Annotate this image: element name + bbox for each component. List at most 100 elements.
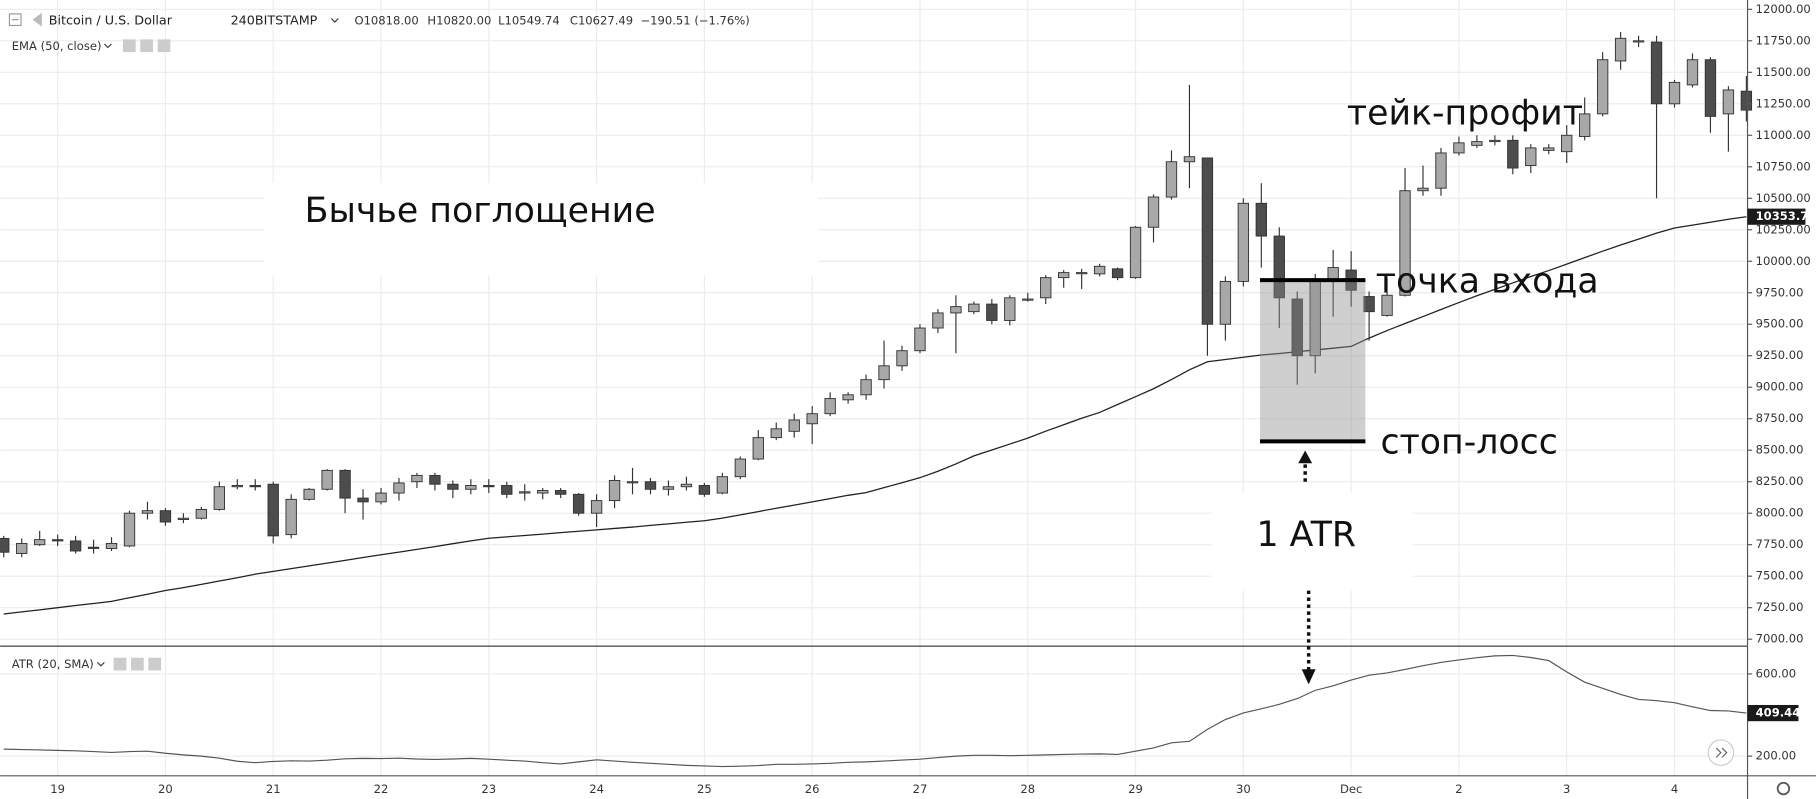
eye-button[interactable] bbox=[113, 657, 127, 671]
candle-body bbox=[1147, 196, 1160, 228]
candle-body bbox=[572, 493, 585, 514]
y-tick-label: 8000.00 bbox=[1756, 506, 1804, 520]
candle-body bbox=[626, 481, 639, 484]
candle-body bbox=[1327, 267, 1339, 280]
candle-body bbox=[1183, 156, 1196, 163]
candle-body bbox=[968, 303, 980, 313]
candle-body bbox=[1237, 202, 1250, 282]
price-marker-label: 10353.72 bbox=[1756, 209, 1816, 223]
x-tick-label: 20 bbox=[158, 782, 173, 796]
candle-body bbox=[1453, 142, 1465, 154]
candle-body bbox=[267, 483, 279, 537]
candle-body bbox=[914, 327, 926, 352]
annotation-background bbox=[264, 182, 818, 276]
candle-body bbox=[1399, 190, 1411, 296]
candle-body bbox=[1525, 147, 1537, 166]
candle-body bbox=[1650, 41, 1663, 105]
candle-body bbox=[1273, 235, 1285, 299]
annotation: точка входа bbox=[1376, 261, 1599, 301]
candle-body bbox=[932, 312, 944, 329]
symbol[interactable]: Bitcoin / U.S. Dollar bbox=[49, 13, 173, 28]
candle-body bbox=[1022, 298, 1034, 301]
candle-body bbox=[141, 510, 154, 514]
annotation: Бычье поглощение bbox=[305, 191, 656, 231]
candle-body bbox=[34, 539, 46, 546]
x-tick-label: 21 bbox=[266, 782, 281, 796]
ema-line bbox=[3, 216, 1747, 615]
candle-body bbox=[1381, 294, 1393, 316]
candle-body bbox=[950, 306, 962, 314]
candle-body bbox=[1219, 280, 1232, 325]
y-tick-label: 11750.00 bbox=[1756, 33, 1811, 47]
settings-button[interactable] bbox=[131, 657, 144, 671]
candle-body bbox=[1040, 277, 1052, 299]
candle-body bbox=[1129, 226, 1142, 279]
candle-body bbox=[1093, 265, 1106, 275]
risk-zone bbox=[1260, 280, 1366, 442]
candle-body bbox=[734, 458, 746, 478]
ohlc-change: −190.51 (−1.76%) bbox=[641, 13, 750, 27]
candle-body bbox=[644, 481, 657, 490]
candle-body bbox=[105, 542, 118, 549]
candle-body bbox=[662, 486, 675, 490]
plot bbox=[0, 31, 1753, 768]
exchange[interactable]: BITSTAMP bbox=[255, 13, 318, 28]
x-tick-label: 3 bbox=[1563, 782, 1570, 796]
indicator-label[interactable]: ATR (20, SMA) bbox=[12, 657, 94, 671]
x-tick-label: 4 bbox=[1671, 782, 1678, 796]
value-marker-label: 409.44 bbox=[1756, 706, 1801, 720]
candle-body bbox=[1075, 272, 1088, 275]
y-tick-label: 11250.00 bbox=[1756, 96, 1811, 110]
settings-gear[interactable] bbox=[1776, 781, 1791, 796]
candle-body bbox=[806, 413, 818, 425]
candle-body bbox=[680, 483, 693, 488]
y-tick-label: 10750.00 bbox=[1756, 159, 1811, 173]
candle-body bbox=[986, 303, 998, 321]
candle-body bbox=[608, 479, 621, 502]
y-tick-label: 10000.00 bbox=[1756, 254, 1811, 268]
collapse-button[interactable] bbox=[8, 13, 22, 27]
candle-body bbox=[357, 497, 369, 503]
dropdown-icon bbox=[97, 661, 105, 667]
candle-body bbox=[483, 485, 495, 488]
x-tick-label: 27 bbox=[913, 782, 928, 796]
annotation: 1 ATR bbox=[1257, 515, 1357, 555]
annotation: стоп-лосс bbox=[1380, 423, 1557, 463]
candle-body bbox=[878, 365, 890, 381]
close-button[interactable] bbox=[157, 39, 171, 53]
interval[interactable]: 240 bbox=[231, 13, 255, 28]
indicator-label[interactable]: EMA (50, close) bbox=[12, 39, 102, 53]
eye-button[interactable] bbox=[122, 39, 136, 53]
y-tick-label: 9750.00 bbox=[1756, 285, 1804, 299]
price-marker bbox=[1747, 208, 1806, 225]
candle-body bbox=[447, 483, 459, 490]
candle-body bbox=[842, 394, 854, 401]
x-tick-label: Dec bbox=[1340, 782, 1362, 796]
x-tick-label: 25 bbox=[697, 782, 712, 796]
candle-body bbox=[1201, 157, 1214, 325]
settings-button[interactable] bbox=[140, 39, 154, 53]
candle-body bbox=[554, 490, 567, 495]
candle-body bbox=[698, 485, 711, 495]
candle-body bbox=[752, 437, 764, 460]
y-tick-label: 12000.00 bbox=[1756, 2, 1811, 16]
y-tick-label: 7250.00 bbox=[1756, 600, 1804, 614]
x-tick-label: 22 bbox=[374, 782, 389, 796]
candle-body bbox=[1668, 81, 1681, 105]
candle-body bbox=[177, 517, 190, 520]
candle-body bbox=[1489, 139, 1501, 143]
close-button[interactable] bbox=[148, 657, 162, 671]
candle-body bbox=[824, 398, 836, 415]
candle-body bbox=[0, 537, 10, 553]
candle-body bbox=[1722, 89, 1735, 115]
x-tick-label: 28 bbox=[1020, 782, 1035, 796]
x-tick-label: 19 bbox=[50, 782, 65, 796]
dropdown-icon bbox=[103, 43, 112, 49]
atr-line bbox=[3, 654, 1747, 768]
y-tick-label: 8500.00 bbox=[1756, 443, 1804, 457]
candle-body bbox=[537, 490, 549, 494]
candle-body bbox=[1255, 202, 1267, 237]
arrow-head bbox=[1301, 669, 1316, 685]
